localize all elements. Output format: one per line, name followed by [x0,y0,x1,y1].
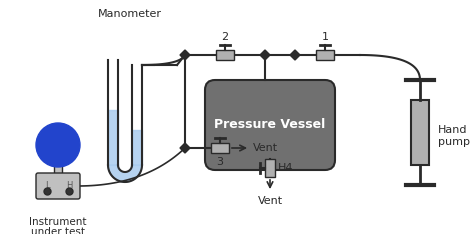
Text: H: H [66,182,72,190]
Text: Vent: Vent [253,143,278,153]
Polygon shape [260,50,270,60]
Text: Vent: Vent [257,196,283,206]
FancyBboxPatch shape [211,143,229,153]
FancyBboxPatch shape [54,165,62,175]
Polygon shape [180,143,190,153]
Circle shape [36,123,80,167]
Text: 2: 2 [221,32,228,42]
Text: under test: under test [31,227,85,234]
Text: 1: 1 [321,32,328,42]
Text: H4: H4 [278,163,293,173]
FancyBboxPatch shape [265,159,275,177]
FancyBboxPatch shape [411,100,429,165]
Text: L: L [45,182,49,190]
Polygon shape [108,165,142,182]
Text: Instrument: Instrument [29,217,87,227]
Text: Manometer: Manometer [98,9,162,19]
Text: pump: pump [438,137,470,147]
Polygon shape [180,50,190,60]
Polygon shape [290,50,300,60]
Text: Hand: Hand [438,125,467,135]
FancyBboxPatch shape [216,50,234,60]
Text: 3: 3 [217,157,224,167]
FancyBboxPatch shape [316,50,334,60]
FancyBboxPatch shape [205,80,335,170]
Text: Pressure Vessel: Pressure Vessel [214,118,326,132]
FancyBboxPatch shape [36,173,80,199]
